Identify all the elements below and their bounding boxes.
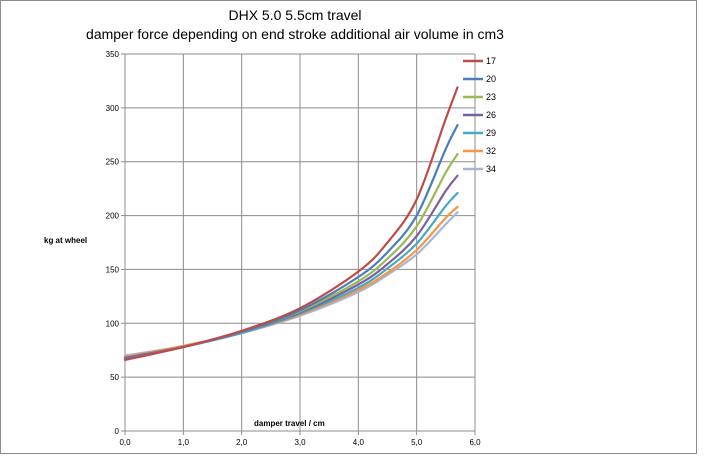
x-tick-label: 6,0	[469, 438, 481, 447]
y-tick-label: 150	[106, 265, 120, 274]
x-axis-label: damper travel / cm	[254, 419, 325, 428]
legend-label-34: 34	[486, 164, 496, 174]
y-tick-label: 100	[106, 319, 120, 328]
legend-label-29: 29	[486, 128, 496, 138]
x-tick-label: 1,0	[178, 438, 190, 447]
chart-area	[0, 0, 697, 454]
y-tick-label: 50	[110, 373, 119, 382]
y-tick-label: 200	[106, 212, 120, 221]
legend-label-17: 17	[486, 56, 496, 66]
y-tick-label: 250	[106, 158, 120, 167]
series-line-34	[123, 211, 459, 357]
x-tick-label: 2,0	[236, 438, 248, 447]
x-tick-label: 5,0	[411, 438, 423, 447]
y-tick-label: 300	[106, 104, 120, 113]
series-line-17	[123, 86, 459, 361]
legend-label-32: 32	[486, 146, 496, 156]
x-tick-label: 4,0	[353, 438, 365, 447]
x-tick-label: 3,0	[294, 438, 306, 447]
legend-label-26: 26	[486, 110, 496, 120]
x-tick-label: 0,0	[119, 438, 131, 447]
series-line-26	[123, 174, 459, 359]
y-axis-label: kg at wheel	[44, 236, 88, 245]
chart-title-block: DHX 5.0 5.5cm travel damper force depend…	[0, 6, 590, 44]
chart-title: DHX 5.0 5.5cm travel	[228, 7, 362, 23]
chart-subtitle: damper force depending on end stroke add…	[86, 26, 504, 42]
y-tick-label: 0	[115, 427, 120, 436]
legend-label-20: 20	[486, 74, 496, 84]
y-tick-label: 350	[106, 50, 120, 59]
legend-label-23: 23	[486, 92, 496, 102]
